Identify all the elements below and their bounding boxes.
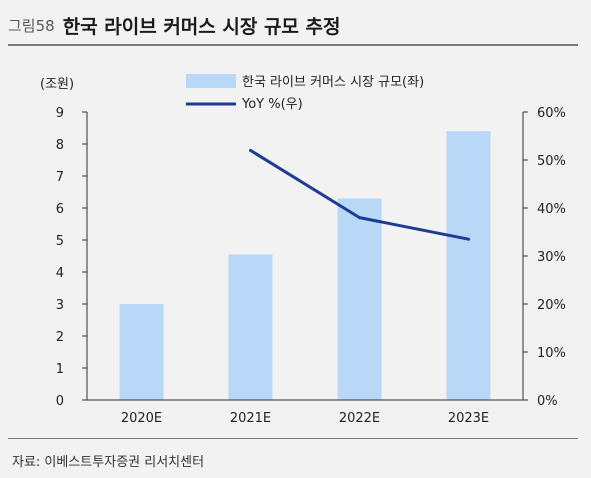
- left-tick-label: 4: [56, 266, 64, 281]
- source-note: 자료: 이베스트투자증권 리서치센터: [12, 455, 205, 470]
- left-tick-label: 0: [56, 394, 64, 409]
- right-tick-label: 10%: [537, 346, 566, 361]
- left-tick-label: 1: [56, 362, 64, 377]
- legend-bar-label: 한국 라이브 커머스 시장 규모(좌): [242, 75, 424, 90]
- figure-header: 그림58 한국 라이브 커머스 시장 규모 추정: [8, 8, 578, 42]
- left-tick-label: 9: [56, 106, 64, 121]
- x-tick-label: 2021E: [230, 411, 271, 426]
- yoy-point-2021E: [249, 148, 252, 152]
- left-tick-label: 8: [56, 138, 64, 153]
- right-tick-label: 60%: [537, 106, 566, 121]
- left-tick-label: 7: [56, 170, 64, 185]
- x-tick-label: 2023E: [448, 411, 489, 426]
- bar-series: [119, 131, 491, 400]
- yoy-point-2023E: [467, 237, 470, 241]
- figure-label: 그림58: [8, 16, 55, 35]
- header-rule: [8, 44, 578, 46]
- right-tick-label: 40%: [537, 202, 566, 217]
- left-tick-label: 2: [56, 330, 64, 345]
- right-tick-label: 0%: [537, 394, 558, 409]
- legend-bar-swatch: [186, 74, 236, 88]
- figure-title: 한국 라이브 커머스 시장 규모 추정: [62, 15, 341, 38]
- right-tick-label: 20%: [537, 298, 566, 313]
- left-axis-unit: (조원): [40, 77, 74, 92]
- right-tick-label: 50%: [537, 154, 566, 169]
- left-tick-label: 5: [56, 234, 64, 249]
- bar-2020E: [119, 304, 164, 400]
- bar-2023E: [446, 131, 491, 400]
- right-tick-label: 30%: [537, 250, 566, 265]
- line-series: [249, 148, 470, 241]
- x-tick-label: 2020E: [121, 411, 162, 426]
- bar-2021E: [228, 254, 273, 400]
- tick-labels: 0 1 2 3 4 5 6 7 8 9 0% 10% 20% 30% 40% 50% 60% 2020E 2021E…: [56, 106, 566, 426]
- yoy-point-2022E: [358, 216, 361, 220]
- bar-2022E: [337, 198, 382, 400]
- footer-rule: [8, 438, 578, 439]
- legend-line-label: YoY %(우): [241, 97, 303, 112]
- legend: 한국 라이브 커머스 시장 규모(좌) YoY %(우): [186, 74, 424, 112]
- left-tick-label: 3: [56, 298, 64, 313]
- left-tick-label: 6: [56, 202, 64, 217]
- x-tick-label: 2022E: [339, 411, 380, 426]
